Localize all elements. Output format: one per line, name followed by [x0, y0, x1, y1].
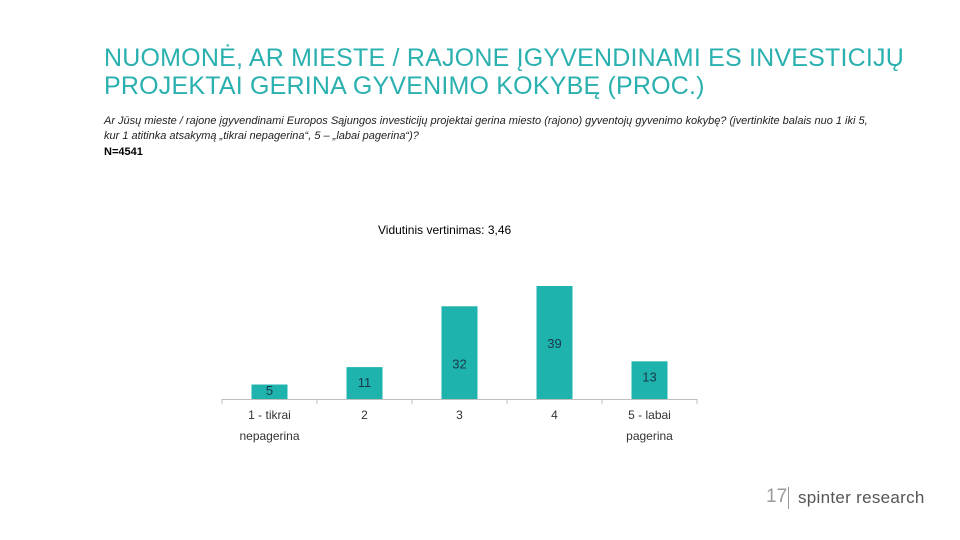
category-label: 1 - tikrai [248, 408, 291, 422]
category-label: nepagerina [239, 429, 299, 443]
category-label: 3 [456, 408, 463, 422]
category-label: 5 - labai [628, 408, 671, 422]
data-label: 32 [452, 356, 466, 371]
bar [441, 306, 478, 399]
bar [346, 367, 383, 399]
bar [631, 361, 668, 399]
footer-divider [788, 487, 789, 509]
page-title: NUOMONĖ, AR MIESTE / RAJONE ĮGYVENDINAMI… [104, 44, 905, 100]
brand-logo: spinter research [798, 488, 925, 507]
data-label: 11 [358, 375, 372, 390]
bar [251, 384, 288, 399]
page-number: 17 [766, 486, 788, 507]
category-label: 4 [551, 408, 558, 422]
data-label: 13 [642, 369, 656, 384]
bar [536, 286, 573, 399]
category-label: pagerina [626, 429, 673, 443]
data-label: 39 [547, 336, 561, 351]
category-label: 2 [361, 408, 368, 422]
data-label: 5 [266, 383, 273, 398]
average-rating-label: Vidutinis vertinimas: 3,46 [378, 223, 512, 237]
sample-size: N=4541 [104, 146, 143, 158]
survey-question: Ar Jūsų mieste / rajone įgyvendinami Eur… [104, 115, 868, 142]
